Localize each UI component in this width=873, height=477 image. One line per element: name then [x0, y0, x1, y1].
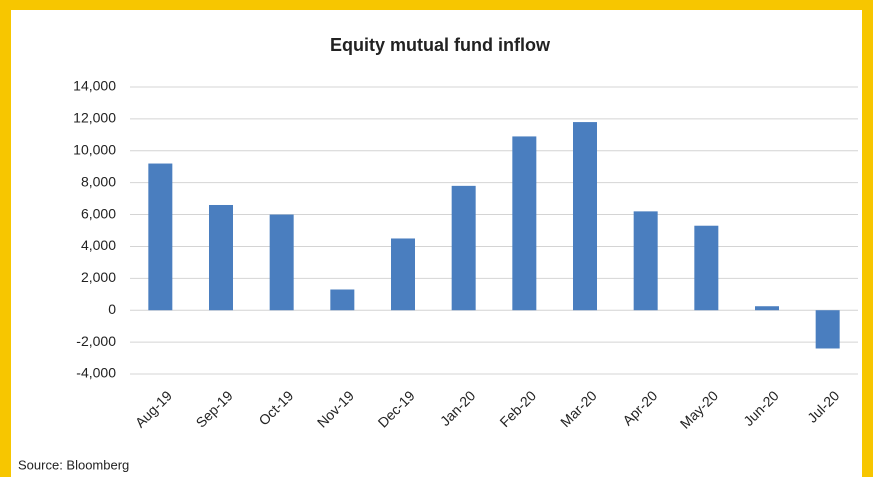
y-tick-label: 12,000 — [73, 110, 116, 126]
bar — [633, 211, 658, 311]
y-tick-label: -4,000 — [76, 365, 116, 381]
y-tick-label: 2,000 — [81, 269, 116, 285]
y-tick-label: 14,000 — [73, 78, 116, 94]
bar — [573, 122, 597, 311]
bar — [694, 225, 719, 311]
source-note: Source: Bloomberg — [18, 457, 129, 472]
y-tick-label: 10,000 — [73, 141, 116, 157]
bar — [512, 136, 537, 311]
y-tick-label: 8,000 — [81, 173, 116, 189]
plot-background — [11, 10, 862, 477]
bar — [451, 185, 476, 311]
bar — [755, 306, 779, 311]
chart-title: Equity mutual fund inflow — [330, 35, 551, 55]
bar — [148, 163, 173, 311]
y-tick-label: 6,000 — [81, 205, 116, 221]
y-tick-label: 0 — [108, 301, 116, 317]
bar — [209, 204, 233, 311]
y-tick-label: -2,000 — [76, 333, 116, 349]
y-tick-label: 4,000 — [81, 237, 116, 253]
bar — [330, 289, 355, 311]
bar — [815, 310, 840, 349]
bar — [391, 238, 415, 311]
bar — [269, 214, 294, 311]
